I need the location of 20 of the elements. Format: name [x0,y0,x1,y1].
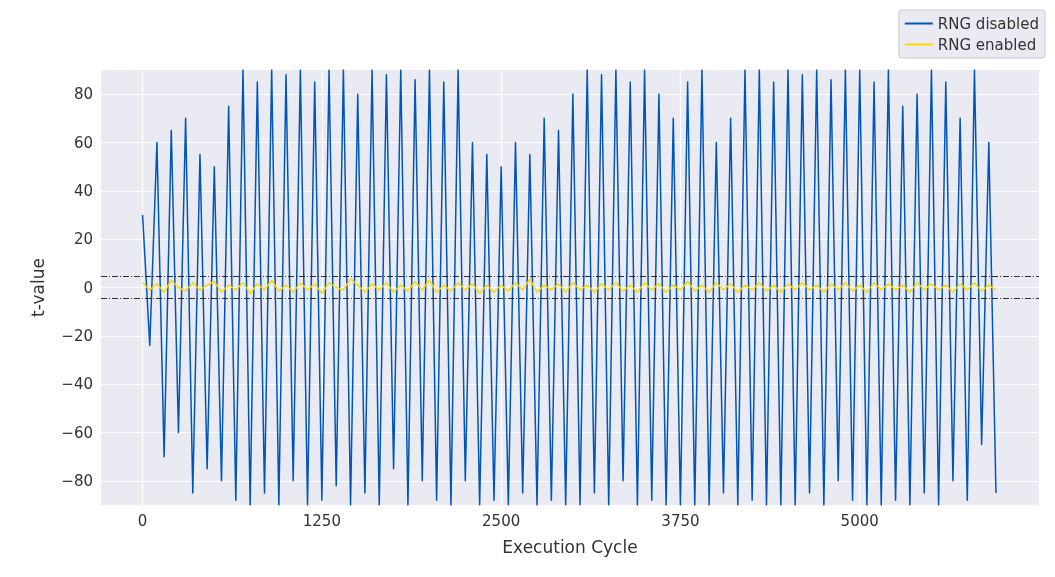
y-tick-label: 0 [83,278,93,297]
y-tick-label: 60 [73,133,93,152]
y-tick-label: 80 [73,85,93,104]
y-tick-label: 40 [73,181,93,200]
x-tick-label: 1250 [302,511,341,530]
legend-label: RNG enabled [937,35,1037,54]
y-tick-label: 20 [73,230,93,249]
y-tick-label: −20 [61,326,93,345]
legend-label: RNG disabled [937,14,1039,33]
y-tick-label: −80 [61,471,93,490]
line-series [141,69,997,506]
y-tick-label: −40 [61,375,93,394]
line-series [141,278,997,295]
y-tick-label: −60 [61,423,93,442]
x-tick-label: 0 [137,511,148,530]
x-tick-label: 3750 [661,511,700,530]
y-axis-title: t-value [27,258,48,317]
x-axis-title: Execution Cycle [502,536,638,557]
x-tick-label: 5000 [840,511,879,530]
x-tick-label: 2500 [482,511,521,530]
